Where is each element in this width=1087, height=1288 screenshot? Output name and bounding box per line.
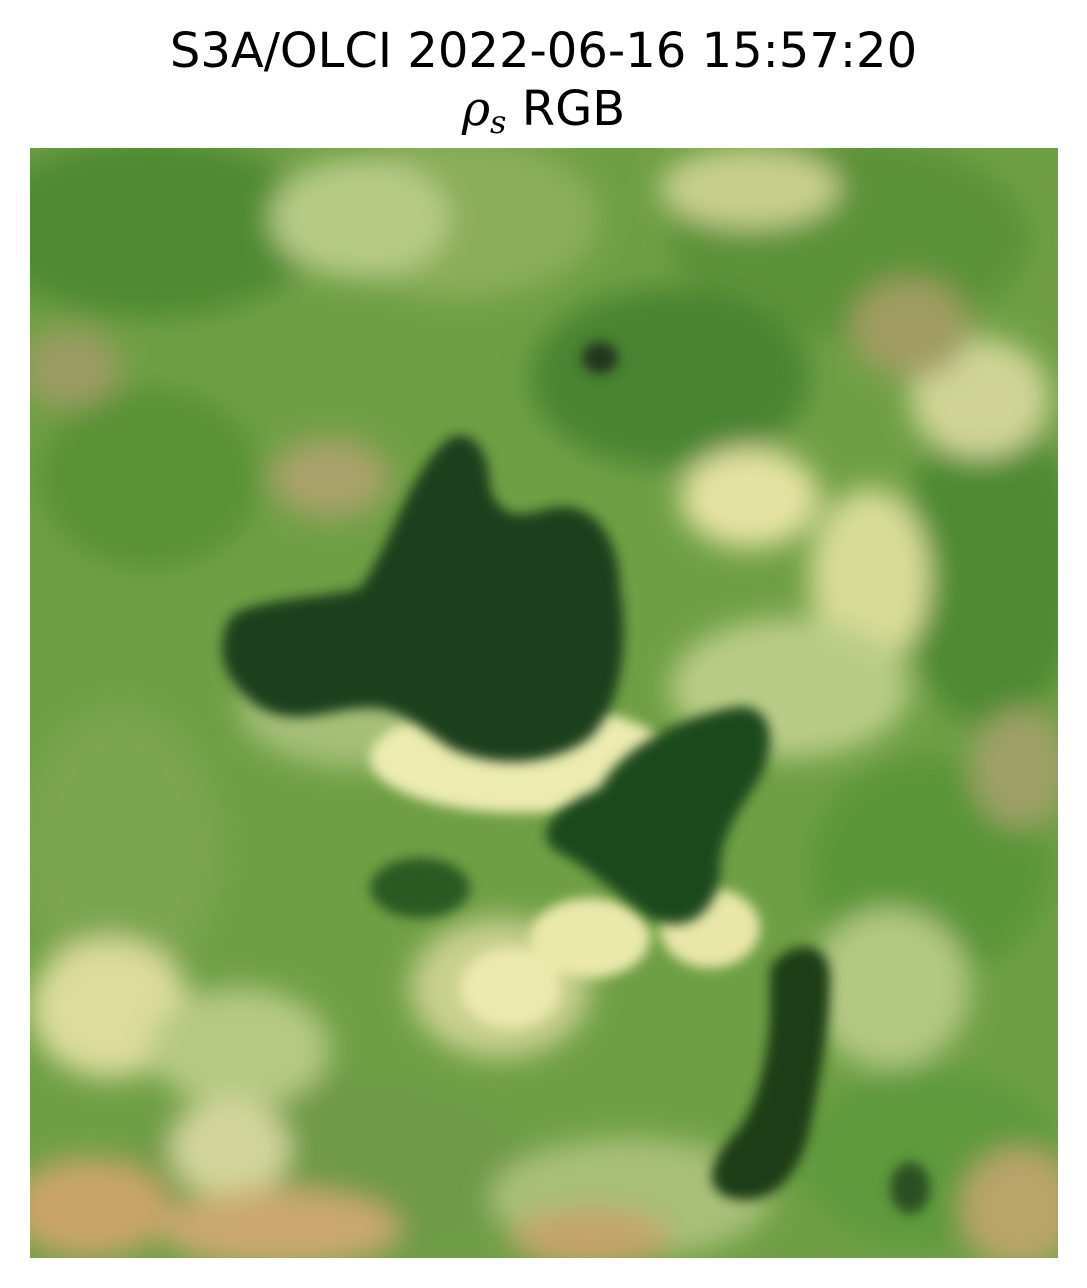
title-suffix: RGB <box>506 81 626 137</box>
title-line-2: ρs RGB <box>0 80 1087 151</box>
satellite-rgb-image <box>30 148 1058 1258</box>
title-line-1: S3A/OLCI 2022-06-16 15:57:20 <box>169 23 918 79</box>
figure-title: S3A/OLCI 2022-06-16 15:57:20 ρs RGB <box>0 22 1087 151</box>
land-texture <box>30 148 1058 1258</box>
water-bodies <box>222 342 930 1214</box>
rho-symbol: ρs <box>461 81 507 141</box>
